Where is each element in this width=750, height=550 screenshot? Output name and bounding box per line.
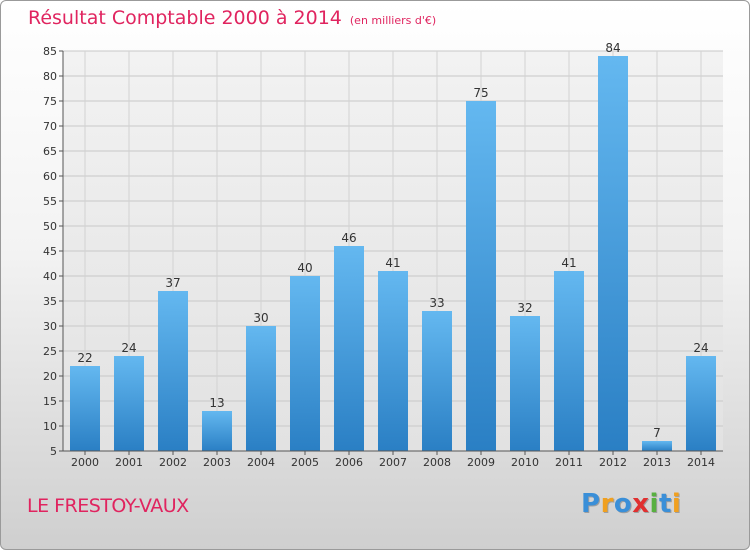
bar-value-label: 41 [561, 256, 576, 270]
bar-2004 [246, 326, 276, 451]
bars-layer: 22 24 37 13 30 40 46 41 33 75 32 41 84 7 24 [70, 41, 716, 451]
y-tick-label: 50 [43, 220, 57, 233]
y-tick-label: 25 [43, 345, 57, 358]
bar-2011 [554, 271, 584, 451]
bar-2008 [422, 311, 452, 451]
bar-2006 [334, 246, 364, 451]
bar-value-label: 84 [605, 41, 620, 55]
logo-letter: i [649, 489, 659, 519]
bar-value-label: 75 [473, 86, 488, 100]
y-tick-label: 15 [43, 395, 57, 408]
y-tick-label: 60 [43, 170, 57, 183]
y-tick-label: 45 [43, 245, 57, 258]
bar-value-label: 40 [297, 261, 312, 275]
x-tick-label: 2000 [71, 456, 99, 469]
chart-title-text: Résultat Comptable 2000 à 2014 [28, 7, 342, 29]
x-tick-label: 2012 [599, 456, 627, 469]
bar-value-label: 46 [341, 231, 356, 245]
x-tick-label: 2014 [687, 456, 715, 469]
chart-subtitle: (en milliers d'€) [349, 14, 437, 27]
y-tick-label: 40 [43, 270, 57, 283]
bar-value-label: 24 [693, 341, 708, 355]
logo-letter: t [658, 489, 672, 519]
x-tick-label: 2009 [467, 456, 495, 469]
y-tick-label: 30 [43, 320, 57, 333]
y-tick-label: 75 [43, 95, 57, 108]
bar-2007 [378, 271, 408, 451]
bar-2000 [70, 366, 100, 451]
bar-value-label: 22 [77, 351, 92, 365]
bar-2001 [114, 356, 144, 451]
axes-layer: 5 10 15 20 25 30 35 40 45 50 55 60 65 70 75 80 85 2000 200… [43, 45, 723, 469]
bar-2009 [466, 101, 496, 451]
bar-2005 [290, 276, 320, 451]
x-tick-label: 2013 [643, 456, 671, 469]
bar-value-label: 33 [429, 296, 444, 310]
bar-2010 [510, 316, 540, 451]
y-tick-label: 70 [43, 120, 57, 133]
bar-value-label: 30 [253, 311, 268, 325]
y-tick-label: 85 [43, 45, 57, 58]
x-tick-label: 2004 [247, 456, 275, 469]
bar-2012 [598, 56, 628, 451]
logo-letter: r [600, 489, 614, 519]
x-tick-label: 2006 [335, 456, 363, 469]
logo-letter: x [632, 489, 650, 519]
y-tick-label: 80 [43, 70, 57, 83]
proxiti-logo[interactable]: Proxiti [581, 489, 681, 519]
x-tick-label: 2010 [511, 456, 539, 469]
bar-2003 [202, 411, 232, 451]
x-tick-label: 2002 [159, 456, 187, 469]
x-tick-label: 2001 [115, 456, 143, 469]
y-tick-label: 20 [43, 370, 57, 383]
bar-2002 [158, 291, 188, 451]
bar-value-label: 41 [385, 256, 400, 270]
y-tick-label: 55 [43, 195, 57, 208]
logo-letter: P [581, 489, 601, 519]
x-tick-label: 2005 [291, 456, 319, 469]
bar-value-label: 7 [653, 426, 661, 440]
x-tick-label: 2011 [555, 456, 583, 469]
chart-title: Résultat Comptable 2000 à 2014 (en millie… [28, 7, 436, 29]
y-tick-label: 35 [43, 295, 57, 308]
x-tick-label: 2008 [423, 456, 451, 469]
logo-letter: i [671, 489, 682, 519]
logo-letter: o [613, 489, 633, 519]
x-tick-label: 2003 [203, 456, 231, 469]
bar-value-label: 32 [517, 301, 532, 315]
bar-2013 [642, 441, 672, 451]
x-tick-label: 2007 [379, 456, 407, 469]
y-tick-label: 5 [50, 445, 57, 458]
y-tick-label: 10 [43, 420, 57, 433]
bar-2014 [686, 356, 716, 451]
bar-value-label: 37 [165, 276, 180, 290]
location-name: LE FRESTOY-VAUX [27, 495, 189, 517]
bar-value-label: 24 [121, 341, 136, 355]
bar-value-label: 13 [209, 396, 224, 410]
y-tick-label: 65 [43, 145, 57, 158]
